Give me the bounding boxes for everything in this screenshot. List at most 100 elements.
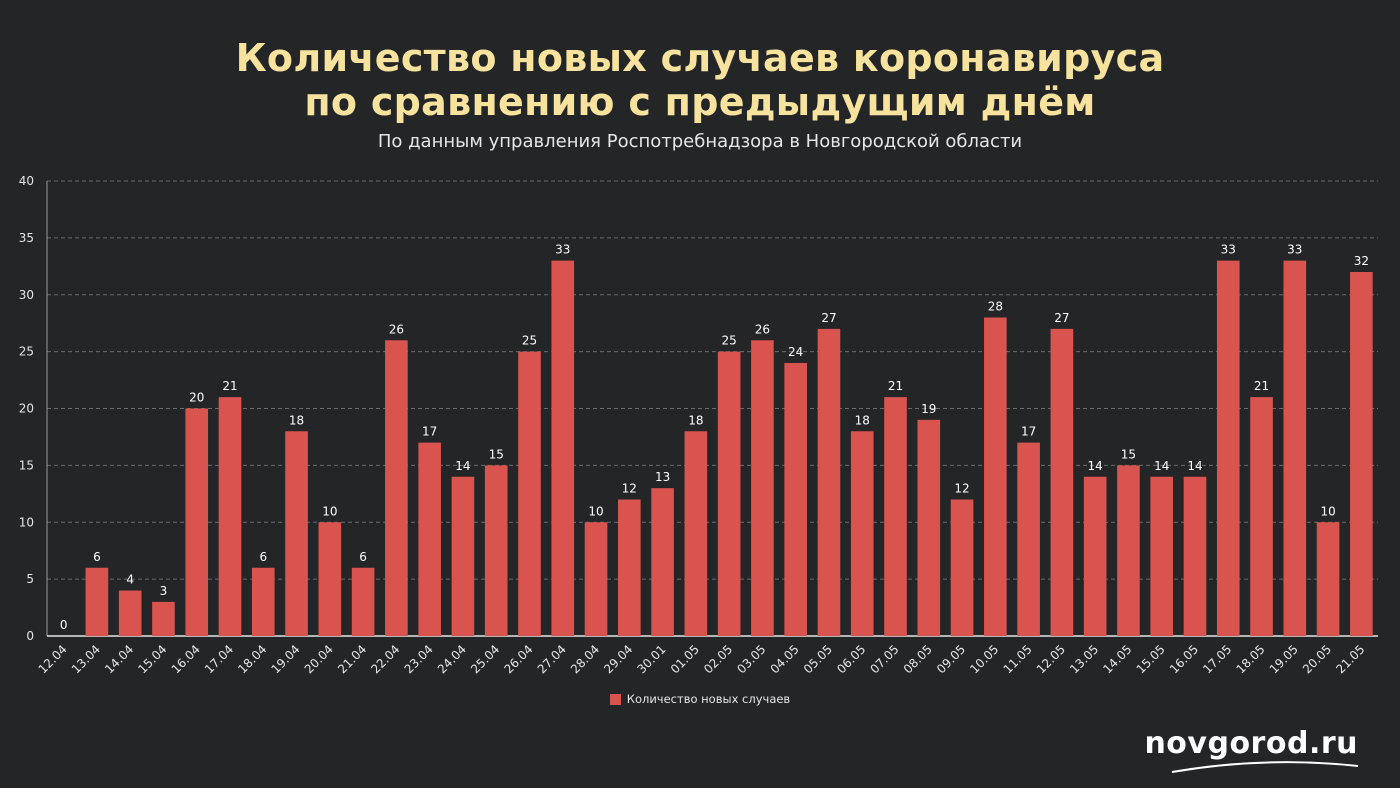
x-tick-label: 13.04: [69, 642, 103, 676]
bar: [152, 601, 175, 636]
bar: [751, 340, 774, 636]
x-tick-label: 19.05: [1267, 642, 1301, 676]
data-label: 13: [655, 470, 670, 484]
x-tick-label: 01.05: [668, 642, 702, 676]
x-tick-label: 27.04: [535, 642, 569, 676]
chart-title: Количество новых случаев коронавируса по…: [0, 36, 1400, 124]
bar: [1183, 476, 1207, 636]
x-tick-label: 22.04: [368, 642, 402, 676]
x-tick-label: 06.05: [834, 642, 868, 676]
x-tick-label: 21.05: [1333, 642, 1367, 676]
data-label: 28: [988, 300, 1003, 314]
bar: [717, 351, 741, 636]
x-tick-label: 24.04: [435, 642, 469, 676]
y-tick-label: 30: [19, 288, 34, 302]
bar: [451, 476, 475, 636]
bar: [584, 522, 608, 636]
x-tick-label: 15.04: [135, 642, 169, 676]
bar: [1283, 260, 1307, 636]
data-label: 26: [389, 322, 404, 336]
x-tick-labels: 12.04 13.04 14.04 15.04 16.04 17.04 18.04 19.04…: [36, 642, 1368, 676]
data-label: 18: [855, 413, 870, 427]
chart-title-line1: Количество новых случаев коронавируса: [235, 36, 1165, 80]
y-tick-labels: 0 5 10 15 20 25 30 35 40: [19, 174, 34, 643]
bar: [850, 431, 874, 636]
data-label: 25: [522, 334, 537, 348]
data-label: 3: [160, 584, 168, 598]
x-tick-label: 30.01: [635, 642, 669, 676]
x-tick-label: 21.04: [335, 642, 369, 676]
bar: [784, 363, 808, 636]
x-tick-label: 29.04: [601, 642, 635, 676]
data-label: 32: [1354, 254, 1369, 268]
bar: [418, 442, 441, 636]
legend: Количество новых случаев: [0, 692, 1400, 706]
x-tick-label: 20.04: [302, 642, 336, 676]
bar: [651, 488, 674, 636]
y-tick-label: 35: [19, 231, 34, 245]
x-tick-label: 05.05: [801, 642, 835, 676]
x-tick-label: 17.04: [202, 642, 236, 676]
data-label: 21: [888, 379, 903, 393]
bar: [1350, 272, 1373, 636]
bar: [884, 397, 907, 636]
x-tick-label: 07.05: [867, 642, 901, 676]
data-label: 14: [1154, 459, 1169, 473]
bar: [85, 567, 109, 636]
data-label: 26: [755, 322, 770, 336]
y-tick-label: 40: [19, 174, 34, 188]
bar: [984, 317, 1007, 636]
data-label: 6: [93, 550, 101, 564]
y-tick-label: 0: [26, 629, 34, 643]
data-label: 14: [1088, 459, 1103, 473]
x-tick-label: 04.05: [768, 642, 802, 676]
data-label: 6: [259, 550, 267, 564]
x-tick-label: 16.04: [169, 642, 203, 676]
bar: [1083, 476, 1107, 636]
x-tick-label: 08.05: [901, 642, 935, 676]
bar: [251, 567, 275, 636]
bar: [817, 328, 841, 636]
bar: [617, 499, 641, 636]
data-label: 33: [555, 243, 570, 257]
x-tick-label: 14.04: [102, 642, 136, 676]
bar: [1250, 397, 1273, 636]
bar: [684, 431, 708, 636]
data-label: 15: [1121, 447, 1136, 461]
bar: [950, 499, 974, 636]
bar: [1150, 476, 1174, 636]
data-label: 17: [1021, 425, 1036, 439]
chart-subtitle: По данным управления Роспотребнадзора в …: [377, 131, 1023, 152]
x-tick-label: 18.04: [235, 642, 269, 676]
data-label: 24: [788, 345, 803, 359]
data-label: 12: [954, 482, 969, 496]
grid-lines: [47, 180, 1378, 580]
y-tick-label: 10: [19, 515, 34, 529]
y-tick-label: 20: [19, 402, 34, 416]
data-label: 17: [422, 425, 437, 439]
data-label: 18: [289, 413, 304, 427]
bar: [285, 431, 308, 636]
x-tick-label: 23.04: [402, 642, 436, 676]
data-label: 12: [622, 482, 637, 496]
x-tick-label: 03.05: [734, 642, 768, 676]
y-tick-label: 5: [26, 572, 34, 586]
chart-title-line2: по сравнению с предыдущим днём: [304, 80, 1096, 124]
x-tick-label: 12.04: [36, 642, 70, 676]
x-tick-label: 10.05: [967, 642, 1001, 676]
bar: [518, 351, 541, 636]
bar: [1117, 465, 1140, 636]
x-tick-label: 16.05: [1167, 642, 1201, 676]
x-tick-label: 28.04: [568, 642, 602, 676]
data-label: 0: [60, 618, 68, 632]
data-labels: 0 6 4 3 20 21 6 18 10 6 26 17 14 15 25 33 10 12 13 18 25 26 24…: [60, 243, 1369, 632]
bar: [1216, 260, 1240, 636]
y-tick-label: 15: [19, 458, 34, 472]
data-label: 4: [126, 573, 134, 587]
bar: [118, 590, 142, 636]
bar: [318, 522, 342, 636]
x-tick-label: 20.05: [1300, 642, 1334, 676]
data-label: 19: [921, 402, 936, 416]
bar: [185, 408, 209, 636]
data-label: 14: [1187, 459, 1202, 473]
